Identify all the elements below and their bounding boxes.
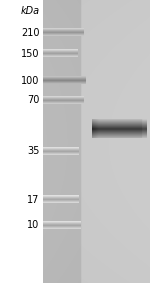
Text: 10: 10 [27,220,40,230]
Text: 100: 100 [21,76,40,86]
Text: 17: 17 [27,194,40,205]
Text: 70: 70 [27,95,40,106]
Text: kDa: kDa [21,6,40,16]
Text: 35: 35 [27,146,40,156]
Text: 150: 150 [21,49,40,59]
Text: 210: 210 [21,27,40,38]
